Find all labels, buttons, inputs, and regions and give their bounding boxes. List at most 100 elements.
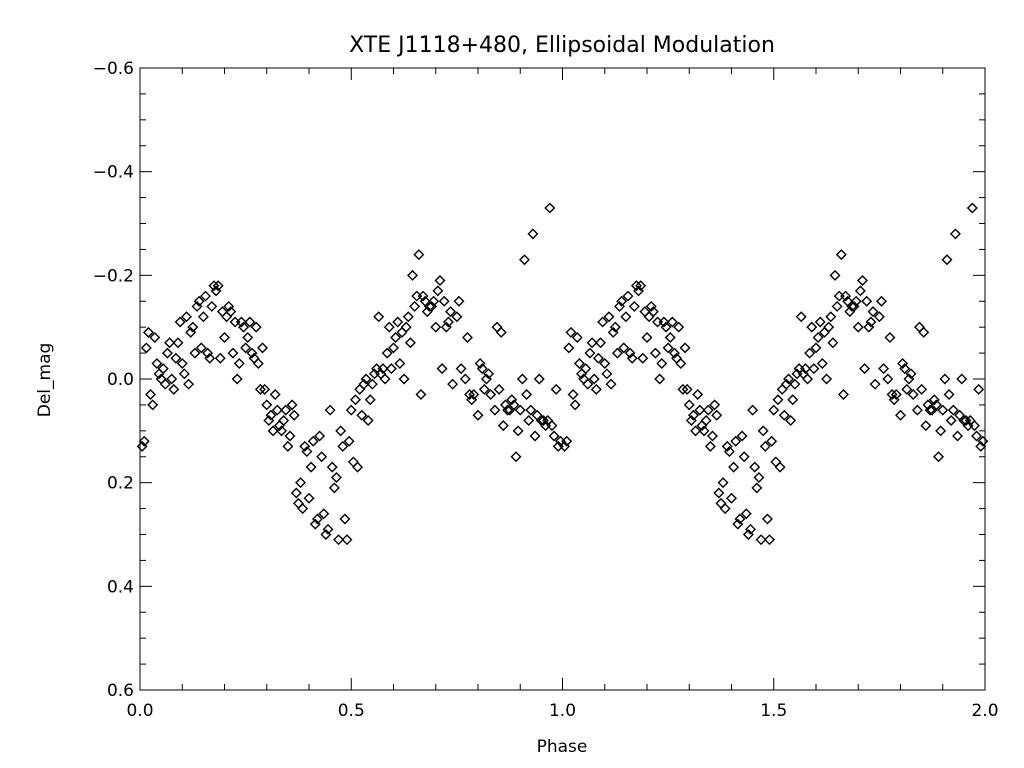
data-point <box>654 373 666 385</box>
data-point <box>502 404 514 416</box>
data-point <box>464 389 476 401</box>
y-tick-label: 0.4 <box>107 577 134 597</box>
data-point <box>941 254 953 266</box>
data-point <box>573 357 585 369</box>
data-point <box>533 373 545 385</box>
data-point <box>630 280 642 292</box>
data-point <box>138 435 150 447</box>
data-point <box>956 373 968 385</box>
data-point <box>895 409 906 421</box>
data-point <box>882 373 894 385</box>
data-point <box>459 373 471 385</box>
data-point <box>597 316 609 328</box>
data-point <box>398 373 410 385</box>
data-point <box>206 300 218 312</box>
data-point <box>284 430 296 442</box>
data-point <box>856 275 868 287</box>
data-point <box>164 337 176 349</box>
data-point <box>546 420 558 432</box>
data-point <box>242 332 254 344</box>
data-point <box>840 290 852 302</box>
data-point <box>783 373 795 385</box>
data-point <box>178 368 190 380</box>
data-point <box>214 352 226 364</box>
data-point <box>390 332 402 344</box>
data-point <box>626 352 638 364</box>
data-point <box>766 435 778 447</box>
data-point <box>269 389 281 401</box>
data-point <box>662 342 674 354</box>
data-point <box>267 425 279 437</box>
data-point <box>330 471 342 483</box>
data-point <box>690 425 702 437</box>
data-point <box>489 404 501 416</box>
data-point <box>161 347 173 359</box>
data-point <box>595 337 607 349</box>
data-point <box>212 280 224 292</box>
data-point <box>668 347 680 359</box>
data-point <box>675 357 687 369</box>
data-point <box>571 332 583 344</box>
data-point <box>601 368 613 380</box>
data-point <box>229 316 241 328</box>
data-point <box>884 332 896 344</box>
data-point <box>394 357 406 369</box>
data-point <box>865 316 877 328</box>
data-point <box>702 404 714 416</box>
data-point <box>711 409 723 421</box>
data-point <box>582 378 594 390</box>
data-point <box>973 383 985 395</box>
data-point <box>920 420 932 432</box>
data-point <box>292 497 304 509</box>
data-point <box>968 420 980 432</box>
data-point <box>937 404 949 416</box>
data-point <box>611 347 623 359</box>
data-point <box>728 461 740 473</box>
data-point <box>624 347 636 359</box>
data-point <box>244 316 256 328</box>
data-point <box>290 487 302 499</box>
data-point <box>529 430 541 442</box>
data-point <box>835 249 847 261</box>
data-point <box>641 332 653 344</box>
data-point <box>867 306 879 318</box>
data-point <box>580 363 592 375</box>
data-point <box>709 399 721 411</box>
data-point <box>825 311 837 323</box>
data-point <box>776 383 788 395</box>
data-point <box>664 332 676 344</box>
data-point <box>345 404 357 416</box>
data-point <box>918 326 930 338</box>
data-point <box>933 451 945 463</box>
data-point <box>833 290 845 302</box>
data-point <box>314 430 326 442</box>
data-point <box>495 326 507 338</box>
data-point <box>388 342 399 354</box>
data-point <box>187 321 199 333</box>
data-point <box>447 378 459 390</box>
y-tick-label: −0.2 <box>93 266 134 286</box>
data-point <box>151 357 163 369</box>
data-point <box>943 389 955 401</box>
data-point <box>590 383 602 395</box>
data-point <box>563 342 575 354</box>
data-point <box>299 440 311 452</box>
data-point <box>637 352 649 364</box>
data-point <box>869 378 881 390</box>
data-point <box>415 389 427 401</box>
data-point <box>442 316 454 328</box>
data-point <box>850 295 862 307</box>
data-point <box>518 254 530 266</box>
y-axis-ticks: −0.6 −0.4 −0.2 0.0 0.2 0.4 0.6 <box>93 59 985 701</box>
data-point <box>521 389 533 401</box>
data-point <box>238 321 250 333</box>
data-point <box>377 363 389 375</box>
data-point <box>831 300 843 312</box>
data-point <box>337 440 349 452</box>
data-point <box>265 409 277 421</box>
data-point <box>157 363 169 375</box>
data-point <box>753 471 765 483</box>
data-point <box>364 394 376 406</box>
data-point <box>428 295 440 307</box>
